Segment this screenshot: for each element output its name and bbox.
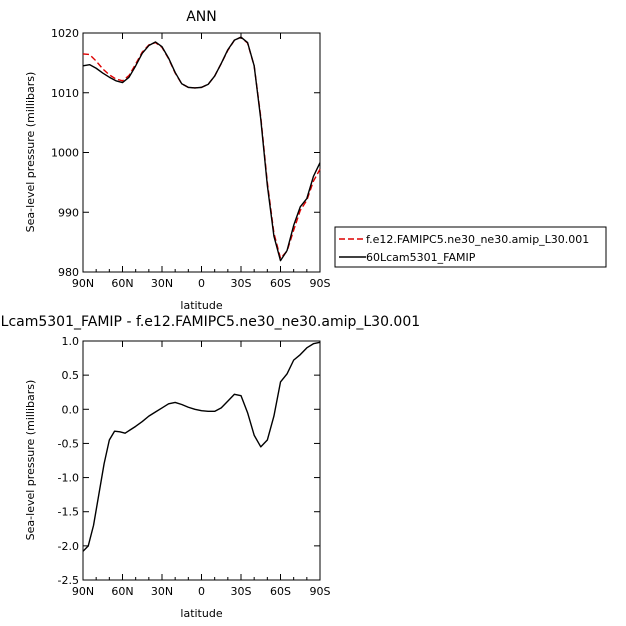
top-y-tick-label: 1020 [51,27,79,40]
bottom-chart-title: 60Lcam5301_FAMIP - f.e12.FAMIPC5.ne30_ne… [0,314,420,330]
bottom-y-tick-label: 1.0 [62,335,80,348]
bottom-y-tick-label: -2.5 [58,574,79,587]
top-x-tick-label: 30N [151,277,173,290]
legend: f.e12.FAMIPC5.ne30_ne30.amip_L30.001 60L… [334,226,607,268]
bottom-x-tick-label: 30N [151,585,173,598]
bottom-y-tick-label: 0.0 [62,403,80,416]
bottom-y-tick-label: -0.5 [58,437,79,450]
top-x-axis-label: latitude [180,299,222,312]
bottom-y-tick-label: -1.0 [58,472,79,485]
top-x-tick-label: 60S [270,277,291,290]
bottom-series-line-1 [82,341,321,552]
legend-label-series-2: 60Lcam5301_FAMIP [366,251,476,264]
bottom-x-axis-label: latitude [180,607,222,620]
bottom-x-tick-label: 60N [111,585,133,598]
bottom-y-axis-label: Sea-level pressure (millibars) [24,380,37,541]
top-y-axis-label: Sea-level pressure (millibars) [24,72,37,233]
bottom-x-tick-label: 30S [231,585,252,598]
top-x-tick-label: 90S [310,277,331,290]
bottom-y-tick-label: 0.5 [62,369,80,382]
top-panel: ANN 90N 60N 30N 0 30S 60S 90S 980 990 1000 1010 102… [24,9,331,312]
top-chart-title: ANN [186,9,217,25]
top-series-line-2 [82,36,321,262]
bottom-panel: 60Lcam5301_FAMIP - f.e12.FAMIPC5.ne30_ne… [0,314,420,620]
bottom-x-tick-label: 60S [270,585,291,598]
top-y-tick-label: 990 [58,206,79,219]
bottom-series-lines [82,341,321,552]
top-x-tick-label: 0 [198,277,205,290]
top-x-tick-label: 30S [231,277,252,290]
bottom-x-tick-label: 90S [310,585,331,598]
top-axis-ticks: 90N 60N 30N 0 30S 60S 90S 980 990 1000 1010 1020 [51,27,331,290]
top-x-tick-label: 90N [72,277,94,290]
top-series-lines [82,36,321,262]
bottom-y-tick-label: -2.0 [58,540,79,553]
bottom-x-tick-label: 90N [72,585,94,598]
top-x-tick-label: 60N [111,277,133,290]
legend-label-series-1: f.e12.FAMIPC5.ne30_ne30.amip_L30.001 [366,233,589,246]
top-y-tick-label: 1000 [51,147,79,160]
bottom-y-tick-label: -1.5 [58,506,79,519]
top-y-tick-label: 1010 [51,87,79,100]
bottom-axis-ticks: 90N 60N 30N 0 30S 60S 90S -2.5 -2.0 -1.5 -1.0 -0.5 0… [58,335,331,598]
bottom-x-tick-label: 0 [198,585,205,598]
top-series-line-1 [82,36,321,259]
top-plot-frame [82,32,321,273]
top-y-tick-label: 980 [58,266,79,279]
legend-box [334,226,607,268]
